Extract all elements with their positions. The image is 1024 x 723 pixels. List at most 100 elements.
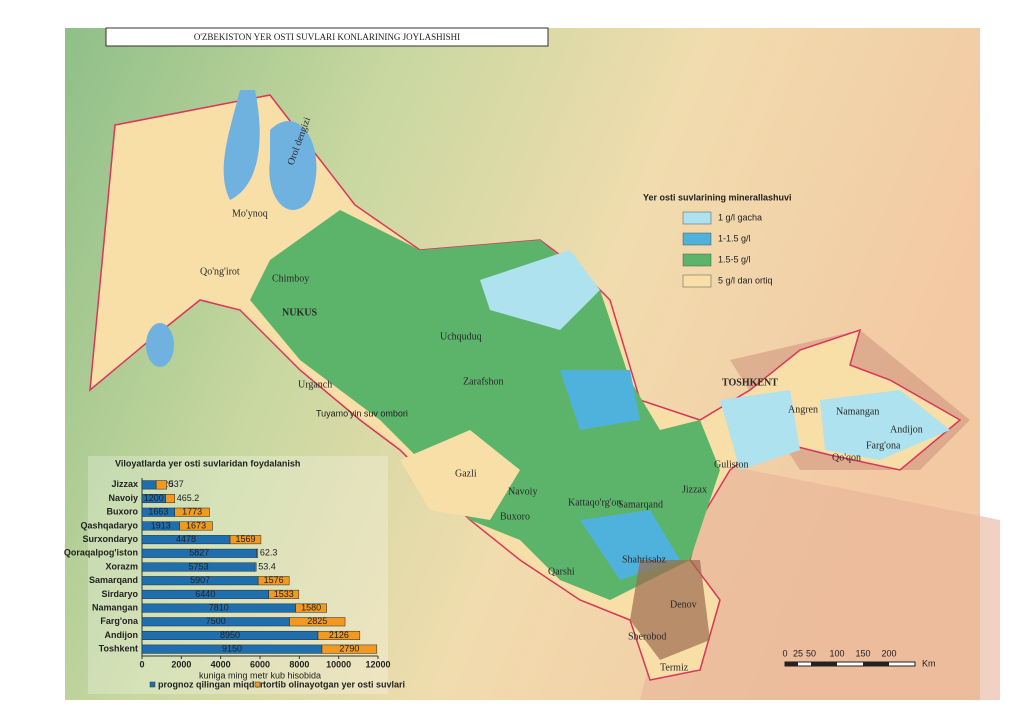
mountain-relief: [640, 460, 1000, 700]
category-label: Qashqadaryo: [80, 520, 138, 530]
value-label: 1576: [264, 575, 284, 585]
value-label: 2790: [339, 644, 359, 654]
bar-segment: [317, 630, 361, 640]
place-label: Jizzax: [682, 484, 707, 495]
value-label: 1773: [182, 507, 202, 517]
place-label: Buxoro: [500, 511, 530, 522]
region-fill: [560, 370, 640, 430]
scale-bar-segment: [785, 662, 798, 666]
legend-swatch: [682, 211, 712, 225]
value-label: 62.3: [260, 548, 278, 558]
chart-panel: [88, 456, 388, 694]
bar-segment: [141, 480, 157, 490]
aral-sea: [223, 90, 317, 211]
scale-label: 0: [782, 648, 787, 658]
legend-label: 1-1.5 g/l: [718, 233, 751, 243]
scale-label: 50: [806, 648, 816, 658]
value-label: 4478: [176, 534, 196, 544]
scale-labels: 0 25 50 100 150 200 Km: [782, 648, 935, 668]
place-label: Shahrisabz: [622, 554, 666, 565]
legend-label: 1 g/l gacha: [718, 212, 762, 222]
place-label: Qarshi: [548, 566, 575, 577]
place-label: NUKUS: [282, 307, 317, 318]
value-label: 5907: [190, 575, 210, 585]
legend-label: 5 g/l dan ortiq: [718, 275, 773, 285]
x-axis-label: kuniga ming metr kub hisobida: [199, 670, 321, 680]
value-label: 1200: [144, 493, 164, 503]
place-label: TOSHKENT: [722, 377, 778, 388]
place-label: Uchquduq: [440, 331, 482, 342]
title-box: [105, 27, 549, 47]
chart-title: Viloyatlarda yer osti suvlaridan foydala…: [115, 458, 300, 468]
category-label: Buxoro: [107, 507, 139, 517]
category-label: Andijon: [105, 630, 139, 640]
category-label: Navoiy: [108, 493, 138, 503]
category-label: Samarqand: [89, 575, 138, 585]
scale-label: 150: [855, 648, 870, 658]
place-label: Tuyamo'yin suv ombori: [316, 408, 408, 418]
scale-bar: [784, 661, 916, 667]
value-label: 7500: [206, 616, 226, 626]
x-tick-label: 4000: [211, 659, 231, 669]
place-label: Angren: [788, 404, 818, 415]
place-label: Sherobod: [628, 631, 666, 642]
scale-bar-segment: [784, 661, 916, 667]
value-label: 1663: [148, 507, 168, 517]
bar-segment: [289, 617, 346, 627]
region-fill: [820, 390, 950, 460]
category-label: Namangan: [92, 602, 138, 612]
value-label: 5753: [189, 561, 209, 571]
legend-swatch: [682, 253, 712, 267]
legend-swatch: [254, 681, 261, 688]
legend-swatch: [682, 274, 712, 288]
bar-segment: [179, 521, 213, 531]
value-label: 537: [169, 479, 184, 489]
scale-label: 100: [829, 648, 844, 658]
bar-segment: [257, 576, 290, 586]
value-label: 7810: [209, 602, 229, 612]
value-label: 1673: [186, 520, 206, 530]
place-label: Termiz: [660, 662, 689, 673]
place-label: Samarqand: [618, 499, 663, 510]
legend-swatch: [682, 232, 712, 246]
category-label: Xorazm: [105, 561, 138, 571]
value-label: 2126: [329, 630, 349, 640]
value-label: 5827: [189, 548, 209, 558]
bar-segment: [229, 535, 262, 545]
place-label: Chimboy: [272, 273, 309, 284]
category-label: Farg'ona: [100, 616, 139, 626]
x-tick-label: 6000: [250, 659, 270, 669]
legend-swatch: [149, 681, 156, 688]
category-label: Toshkent: [99, 644, 138, 654]
x-tick-label: 2000: [171, 659, 191, 669]
scale-bar-segment: [811, 662, 837, 666]
place-label: Gazli: [455, 468, 477, 479]
place-label: Qo'ng'irot: [200, 266, 240, 277]
bar-segment: [268, 589, 300, 599]
category-label: Qoraqalpog'iston: [64, 548, 138, 558]
category-label: Surxondaryo: [82, 534, 138, 544]
place-label: Kattaqo'rg'on: [568, 497, 621, 508]
place-label: Namangan: [836, 406, 879, 417]
bar-segment: [321, 644, 378, 654]
x-tick-label: 10000: [326, 659, 351, 669]
place-label: Guliston: [714, 459, 748, 470]
lake: [146, 323, 174, 367]
value-label: 9150: [222, 644, 242, 654]
chart: 020004000600080001000012000Jizzax720537N…: [64, 478, 405, 689]
value-label: 1569: [235, 534, 255, 544]
category-label: Sirdaryo: [101, 589, 138, 599]
category-label: Jizzax: [111, 479, 138, 489]
x-tick-label: 0: [139, 659, 144, 669]
value-label: 1533: [274, 589, 294, 599]
bar-segment: [174, 507, 210, 517]
legend-label: prognoz qilingan miqdor: [158, 679, 264, 689]
legend-label: 1.5-5 g/l: [718, 254, 751, 264]
value-label: 53.4: [258, 561, 276, 571]
bar-segment: [254, 562, 257, 572]
bar-segment: [165, 494, 175, 504]
place-label: Zarafshon: [463, 376, 504, 387]
place-label: Navoiy: [508, 486, 537, 497]
region-fill: [480, 250, 600, 330]
